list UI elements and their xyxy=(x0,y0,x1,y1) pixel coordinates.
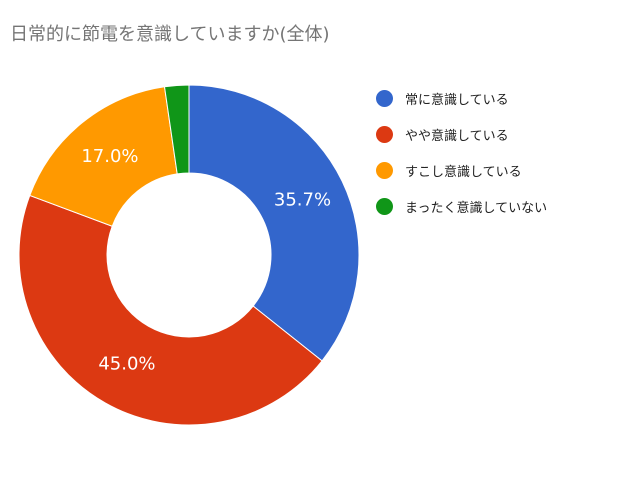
donut-slice-1 xyxy=(18,194,323,426)
legend-item: やや意識している xyxy=(376,116,547,152)
legend-label: まったく意識していない xyxy=(405,200,548,216)
legend-item: まったく意識していない xyxy=(376,188,547,224)
legend-label: 常に意識している xyxy=(405,92,509,108)
legend-label: すこし意識している xyxy=(405,164,522,180)
slice-value-label: 45.0% xyxy=(98,354,155,375)
legend-swatch xyxy=(376,161,393,179)
legend: 常に意識している やや意識している すこし意識しているまったく意識していない xyxy=(376,80,547,224)
donut-slice-2 xyxy=(29,86,178,227)
slice-value-label: 35.7% xyxy=(274,189,331,210)
legend-swatch xyxy=(376,89,393,107)
legend-swatch xyxy=(376,197,393,215)
legend-item: すこし意識している xyxy=(376,152,547,188)
legend-item: 常に意識している xyxy=(376,80,547,116)
donut-slice-3 xyxy=(163,84,190,175)
donut-slice-0 xyxy=(188,84,360,362)
legend-label: やや意識している xyxy=(405,128,509,144)
legend-swatch xyxy=(376,125,393,143)
slice-value-label: 17.0% xyxy=(81,146,138,167)
chart-title: 日常的に節電を意識していますか(全体) xyxy=(10,24,330,45)
